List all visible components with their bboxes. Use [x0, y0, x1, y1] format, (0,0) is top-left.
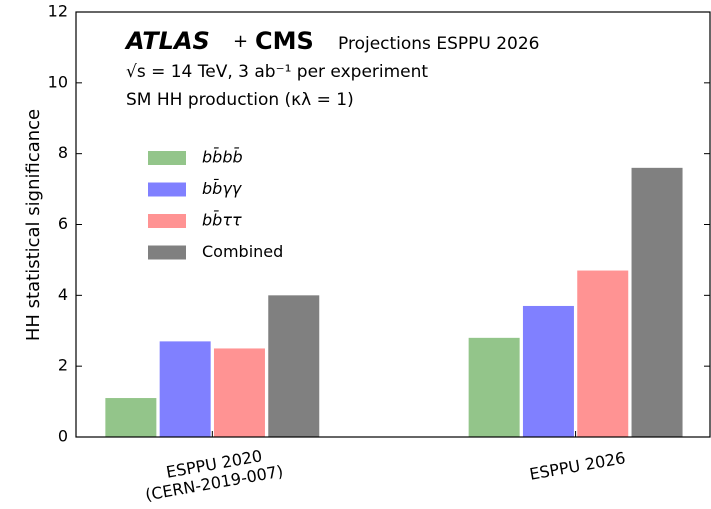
legend-swatch — [148, 245, 186, 260]
legend-swatch — [148, 182, 186, 197]
bar — [213, 348, 265, 437]
y-tick-label: 0 — [58, 427, 68, 446]
legend-label: bb̄bb̄ — [202, 148, 243, 167]
y-tick-label: 8 — [58, 143, 68, 162]
axes-frame — [75, 11, 711, 438]
bar — [577, 270, 629, 437]
bar — [631, 167, 683, 438]
subtitle: √s = 14 TeV, 3 ab⁻¹ per experiment — [126, 62, 428, 82]
y-tick-label: 6 — [58, 214, 68, 233]
y-tick-label: 4 — [58, 285, 68, 304]
y-tick-label: 2 — [58, 356, 68, 375]
title-plus: + — [233, 31, 248, 52]
y-tick-label: 12 — [48, 2, 68, 21]
legend-swatch — [148, 214, 186, 228]
y-tick-label: 10 — [48, 72, 68, 91]
subtitle: SM HH production (κλ = 1) — [126, 90, 354, 110]
legend-swatch — [148, 151, 186, 165]
y-axis-label: HH statistical significance — [23, 109, 44, 341]
title-projection: Projections ESPPU 2026 — [338, 34, 539, 54]
x-tick-label: ESPPU 2026 — [528, 448, 627, 484]
legend-label: bb̄ττ — [202, 211, 242, 230]
bar — [468, 337, 520, 437]
bar — [522, 305, 574, 437]
bar — [268, 295, 320, 437]
legend-label: Combined — [202, 242, 283, 261]
legend-label: bb̄γγ — [202, 179, 243, 198]
title-cms: CMS — [255, 27, 314, 55]
bar — [105, 398, 157, 437]
title-atlas: ATLAS — [124, 27, 210, 55]
bar — [159, 341, 211, 437]
